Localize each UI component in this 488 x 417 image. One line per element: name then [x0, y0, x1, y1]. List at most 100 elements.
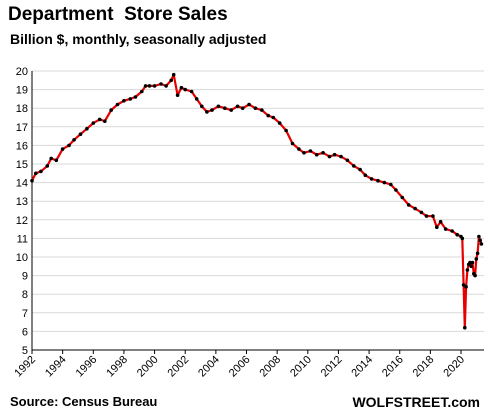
data-point: [400, 195, 405, 200]
data-point: [302, 151, 306, 155]
data-point: [455, 232, 460, 237]
grid-lines: [32, 70, 484, 351]
data-point: [419, 210, 424, 215]
data-point: [406, 203, 411, 207]
data-point: [247, 102, 251, 107]
data-point: [109, 108, 113, 112]
x-tick-label: 2002: [166, 354, 192, 380]
data-point: [67, 143, 71, 148]
data-point: [122, 99, 126, 103]
data-point: [327, 154, 332, 159]
data-point: [424, 214, 429, 218]
data-point: [438, 219, 443, 224]
data-point: [321, 151, 325, 155]
data-point: [194, 97, 199, 101]
data-point: [171, 72, 176, 77]
data-point: [339, 154, 343, 159]
data-point: [34, 171, 38, 176]
series-markers: [30, 72, 484, 330]
axes: [31, 71, 484, 354]
data-point: [474, 257, 479, 261]
y-tick-label: 17: [16, 122, 28, 134]
data-point: [468, 260, 472, 265]
y-tick-label: 15: [16, 159, 28, 171]
y-tick-label: 10: [16, 252, 28, 264]
data-point: [205, 110, 209, 114]
x-tick-label: 1992: [12, 354, 38, 380]
data-point: [308, 149, 313, 153]
data-point: [463, 325, 467, 330]
data-point: [479, 242, 484, 246]
x-tick-label: 2004: [196, 354, 222, 380]
x-tick-label: 1996: [74, 354, 100, 380]
data-point: [376, 178, 380, 183]
data-point: [60, 147, 65, 151]
data-point: [210, 108, 214, 112]
data-point: [260, 108, 264, 112]
y-tick-labels: 5 6 7 8 9 10 11 12 13 14 15 16 17 18 19 20: [16, 66, 28, 357]
data-point: [413, 206, 417, 211]
data-point: [464, 285, 468, 289]
data-point: [297, 147, 301, 151]
data-point: [461, 283, 466, 287]
x-tick-label: 2010: [288, 354, 314, 380]
data-point: [164, 84, 168, 88]
source-note: Source: Census Bureau: [10, 394, 158, 409]
data-point: [103, 119, 107, 123]
x-tick-label: 2012: [319, 354, 345, 380]
data-point: [469, 264, 474, 269]
x-tick-label: 2008: [257, 354, 283, 380]
data-point: [216, 104, 221, 109]
data-point: [200, 104, 204, 109]
brand-logo-text: WOLFSTREET.com: [352, 394, 480, 410]
y-tick-label: 16: [16, 140, 28, 152]
data-point: [140, 89, 144, 94]
chart-title: Department Store Sales: [8, 4, 228, 25]
y-tick-label: 11: [17, 233, 28, 245]
data-point: [314, 152, 319, 157]
data-point: [369, 177, 374, 181]
data-point: [382, 180, 387, 185]
data-point: [72, 138, 76, 142]
x-tick-label: 2000: [135, 354, 161, 380]
x-tick-labels: 1992 1994 1996 1998 2000 2002 2004 2006 2008 2010…: [12, 354, 467, 380]
data-point: [240, 106, 245, 110]
data-point: [475, 251, 480, 256]
data-point: [470, 260, 475, 265]
y-tick-label: 20: [16, 66, 28, 78]
data-point: [435, 225, 439, 229]
y-tick-label: 13: [16, 196, 28, 208]
x-tick-label: 2014: [349, 354, 375, 380]
data-point: [147, 84, 152, 88]
x-tick-label: 2006: [227, 354, 253, 380]
data-point: [179, 85, 184, 90]
data-point: [54, 158, 59, 163]
data-point: [97, 117, 102, 122]
data-point: [352, 164, 356, 168]
x-tick-label: 1994: [43, 354, 69, 380]
data-point: [473, 273, 477, 278]
data-point: [253, 106, 258, 110]
chart-subtitle: Billion $, monthly, seasonally adjusted: [10, 31, 267, 47]
data-point: [450, 229, 454, 233]
y-tick-label: 7: [22, 308, 28, 320]
data-point: [128, 97, 133, 101]
y-tick-label: 14: [16, 178, 28, 190]
x-tick-label: 2020: [441, 354, 467, 380]
y-tick-label: 18: [16, 103, 28, 115]
data-point: [478, 238, 483, 243]
data-point: [39, 169, 43, 174]
data-point: [229, 108, 233, 112]
data-point: [290, 141, 295, 146]
data-point: [133, 95, 138, 99]
data-point: [358, 167, 362, 172]
x-tick-label: 1998: [104, 354, 130, 380]
data-point: [465, 268, 470, 272]
data-point: [431, 214, 435, 218]
data-point: [477, 234, 481, 239]
data-point: [45, 164, 50, 168]
data-point: [152, 84, 157, 88]
y-tick-label: 6: [22, 326, 28, 338]
x-tick-label: 2018: [411, 354, 437, 380]
